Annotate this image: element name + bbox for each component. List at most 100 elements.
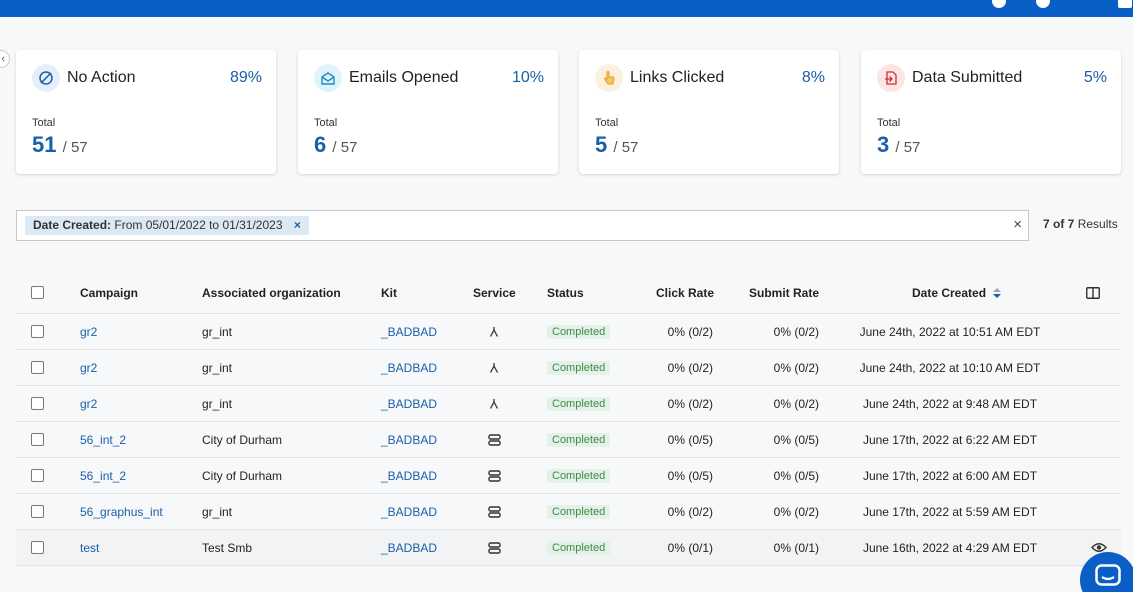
chat-launcher-button[interactable]: [1080, 552, 1133, 592]
card-links-clicked: Links Clicked 8% Total 5 / 57: [579, 50, 839, 174]
submit-rate-cell: 0% (0/2): [773, 324, 819, 339]
select-all-checkbox[interactable]: [31, 286, 44, 299]
header-service[interactable]: Service: [473, 285, 516, 300]
row-checkbox[interactable]: [31, 361, 44, 374]
date-created-cell: June 17th, 2022 at 6:00 AM EDT: [862, 468, 1038, 483]
results-count: 7 of 7 Results: [1043, 217, 1118, 231]
clear-filters-icon[interactable]: ×: [1013, 216, 1022, 233]
data-submit-icon: [877, 64, 905, 92]
card-total-label: Total: [877, 117, 901, 129]
kit-link[interactable]: _BADBAD: [381, 468, 438, 483]
server-icon: [488, 530, 501, 565]
status-badge: Completed: [547, 360, 611, 375]
pointer-hand-icon: [595, 64, 623, 92]
header-campaign[interactable]: Campaign: [80, 285, 139, 300]
org-cell: gr_int: [202, 324, 233, 339]
org-cell: gr_int: [202, 396, 233, 411]
click-rate-cell: 0% (0/2): [667, 396, 713, 411]
campaign-link[interactable]: 56_graphus_int: [80, 504, 163, 519]
kit-link[interactable]: _BADBAD: [381, 396, 438, 411]
row-checkbox[interactable]: [31, 433, 44, 446]
sidebar-collapse-button[interactable]: ‹: [0, 50, 10, 68]
card-title: No Action: [67, 69, 136, 86]
top-nav-bar: [0, 0, 1133, 17]
campaign-link[interactable]: gr2: [80, 324, 98, 339]
card-no-action: No Action 89% Total 51 / 57: [16, 50, 276, 174]
campaigns-table: Campaign Associated organization Kit Ser…: [16, 272, 1121, 566]
help-icon[interactable]: [992, 0, 1006, 8]
row-checkbox[interactable]: [31, 469, 44, 482]
status-badge: Completed: [547, 540, 611, 555]
status-badge: Completed: [547, 468, 611, 483]
row-checkbox[interactable]: [31, 505, 44, 518]
table-header: Campaign Associated organization Kit Ser…: [16, 272, 1121, 314]
no-action-icon: [32, 64, 60, 92]
card-total: 5 / 57: [595, 132, 639, 157]
chat-icon: [1095, 564, 1121, 586]
user-icon[interactable]: [1036, 0, 1050, 8]
row-checkbox[interactable]: [31, 541, 44, 554]
email-open-icon: [314, 64, 342, 92]
click-rate-cell: 0% (0/2): [667, 504, 713, 519]
submit-rate-cell: 0% (0/1): [773, 540, 819, 555]
card-total: 6 / 57: [314, 132, 358, 157]
org-cell: City of Durham: [202, 468, 283, 483]
click-rate-cell: 0% (0/2): [667, 324, 713, 339]
eye-icon[interactable]: [1091, 542, 1107, 553]
campaign-link[interactable]: 56_int_2: [80, 468, 127, 483]
table-row[interactable]: 56_int_2 City of Durham _BADBAD Completed 0%…: [16, 458, 1121, 494]
row-checkbox[interactable]: [31, 325, 44, 338]
row-checkbox[interactable]: [31, 397, 44, 410]
header-org[interactable]: Associated organization: [202, 285, 341, 300]
table-row[interactable]: gr2 gr_int _BADBAD Completed 0% (0/2) 0% (0/2…: [16, 314, 1121, 350]
kit-link[interactable]: _BADBAD: [381, 432, 438, 447]
kit-link[interactable]: _BADBAD: [381, 540, 438, 555]
card-percent: 8%: [801, 69, 825, 86]
card-title: Links Clicked: [630, 69, 725, 86]
table-row[interactable]: gr2 gr_int _BADBAD Completed 0% (0/2) 0% (0/2…: [16, 386, 1121, 422]
campaign-link[interactable]: test: [80, 540, 100, 555]
filter-chip-value: From 05/01/2022 to 01/31/2023: [114, 218, 283, 232]
fork-icon: [488, 386, 500, 421]
org-cell: Test Smb: [202, 540, 253, 555]
sort-icon[interactable]: [993, 287, 1002, 298]
server-icon: [488, 458, 501, 493]
header-click-rate[interactable]: Click Rate: [656, 285, 715, 300]
columns-toggle-icon[interactable]: [1086, 272, 1100, 313]
click-rate-cell: 0% (0/5): [667, 432, 713, 447]
card-percent: 10%: [511, 69, 544, 86]
submit-rate-cell: 0% (0/2): [773, 504, 819, 519]
org-cell: City of Durham: [202, 432, 283, 447]
menu-icon[interactable]: [1118, 0, 1132, 8]
submit-rate-cell: 0% (0/5): [773, 432, 819, 447]
campaign-link[interactable]: gr2: [80, 396, 98, 411]
remove-filter-icon[interactable]: ×: [293, 218, 301, 232]
table-row[interactable]: 56_int_2 City of Durham _BADBAD Completed 0%…: [16, 422, 1121, 458]
table-row[interactable]: test Test Smb _BADBAD Completed 0% (0/1) 0% (…: [16, 530, 1121, 566]
table-row[interactable]: gr2 gr_int _BADBAD Completed 0% (0/2) 0% (0/2…: [16, 350, 1121, 386]
card-total-label: Total: [314, 117, 338, 129]
table-row[interactable]: 56_graphus_int gr_int _BADBAD Completed 0% (…: [16, 494, 1121, 530]
card-total-label: Total: [32, 117, 56, 129]
filter-bar[interactable]: Date Created: From 05/01/2022 to 01/31/2…: [16, 210, 1029, 241]
header-kit[interactable]: Kit: [381, 285, 397, 300]
submit-rate-cell: 0% (0/2): [773, 396, 819, 411]
kit-link[interactable]: _BADBAD: [381, 324, 438, 339]
org-cell: gr_int: [202, 360, 233, 375]
kit-link[interactable]: _BADBAD: [381, 360, 438, 375]
header-date-created[interactable]: Date Created: [912, 272, 1002, 313]
card-total: 51 / 57: [32, 132, 88, 157]
campaign-link[interactable]: gr2: [80, 360, 98, 375]
header-submit-rate[interactable]: Submit Rate: [749, 285, 820, 300]
kit-link[interactable]: _BADBAD: [381, 504, 438, 519]
date-created-cell: June 24th, 2022 at 10:10 AM EDT: [859, 360, 1041, 375]
fork-icon: [488, 350, 500, 385]
header-status[interactable]: Status: [547, 285, 584, 300]
status-badge: Completed: [547, 324, 611, 339]
campaign-link[interactable]: 56_int_2: [80, 432, 127, 447]
card-total-label: Total: [595, 117, 619, 129]
click-rate-cell: 0% (0/2): [667, 360, 713, 375]
card-title: Emails Opened: [349, 69, 459, 86]
submit-rate-cell: 0% (0/2): [773, 360, 819, 375]
status-badge: Completed: [547, 432, 611, 447]
